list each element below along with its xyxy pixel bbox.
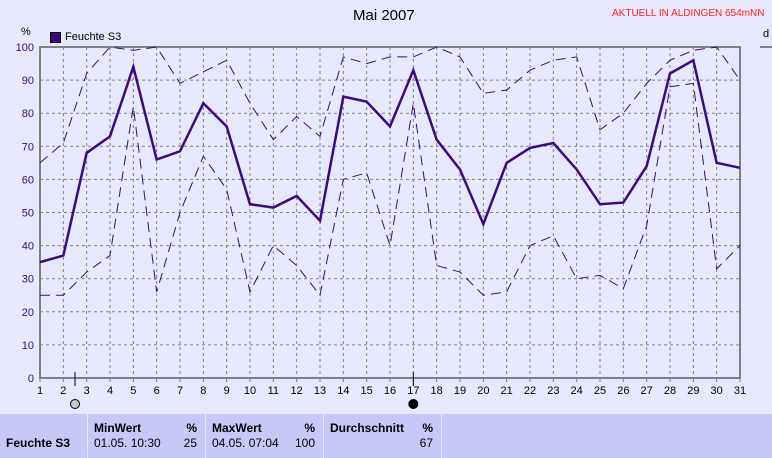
x-tick-label: 30 [711,385,723,397]
row-label-cell: Feuchte S3 [0,414,88,458]
y-tick-label: 90 [22,75,34,87]
avg-cell: Durchschnitt% 67 [324,414,442,458]
x-tick-label: 25 [594,385,606,397]
max-cell: MaxWert% 04.05. 07:04 100 [206,414,324,458]
y-tick-label: 70 [22,141,34,153]
y-tick-label: 50 [22,208,34,220]
x-tick-label: 7 [177,385,183,397]
avg-header: Durchschnitt [330,421,405,435]
y-tick-label: 40 [22,241,34,253]
chart-title: Mai 2007 [353,7,415,24]
legend-label: Feuchte S3 [65,31,122,43]
min-header: MinWert [94,421,142,435]
legend: Feuchte S3 [50,31,121,43]
new-moon-icon [70,399,80,409]
min-value: 25 [183,436,197,450]
x-tick-label: 17 [407,385,419,397]
min-time: 01.05. 10:30 [94,436,161,450]
plot-frame [39,46,741,379]
x-tick-label: 5 [130,385,136,397]
max-value: 100 [294,436,315,450]
y-tick-label: 60 [22,174,34,186]
max-time: 04.05. 07:04 [212,436,279,450]
full-moon-icon [408,399,419,409]
x-tick-label: 23 [547,385,559,397]
x-tick-label: 6 [154,385,160,397]
y-axis-unit: % [21,26,31,38]
x-tick-label: 19 [454,385,466,397]
x-tick-label: 11 [268,385,279,397]
legend-swatch [50,31,61,43]
avg-value: 67 [419,436,433,450]
stats-table: Feuchte S3 MinWert% 01.05. 10:30 25 MaxWer… [0,414,772,458]
row-label: Feuchte S3 [6,436,71,450]
x-tick-label: 22 [524,385,536,397]
y-tick-label: 30 [22,274,34,286]
x-tick-label: 16 [384,385,396,397]
x-tick-label: 4 [107,385,113,397]
x-tick-label: 28 [664,385,676,397]
x-tick-label: 21 [501,385,513,397]
y-tick-label: 20 [22,307,34,319]
y-tick-label: 0 [28,373,34,385]
avg-unit: % [422,421,433,435]
max-header: MaxWert [212,421,262,435]
max-unit: % [304,421,315,435]
x-tick-label: 26 [617,385,629,397]
x-tick-label: 15 [361,385,373,397]
min-unit: % [186,421,197,435]
x-tick-label: 13 [314,385,326,397]
right-axis-label: d [763,28,770,40]
y-tick-label: 10 [22,340,34,352]
min-cell: MinWert% 01.05. 10:30 25 [88,414,206,458]
x-tick-label: 9 [224,385,230,397]
x-tick-label: 14 [337,385,349,397]
empty-cell [442,414,772,458]
x-tick-label: 12 [291,385,303,397]
x-tick-label: 10 [244,385,256,397]
x-tick-label: 1 [37,385,43,397]
x-tick-label: 18 [431,385,443,397]
x-tick-label: 2 [60,385,66,397]
y-tick-label: 80 [22,108,34,120]
x-tick-label: 8 [200,385,206,397]
y-tick-label: 100 [16,42,34,54]
x-tick-label: 31 [734,385,746,397]
x-tick-label: 24 [571,385,583,397]
x-tick-label: 3 [84,385,90,397]
x-tick-label: 20 [477,385,489,397]
x-tick-label: 27 [641,385,653,397]
location-label: AKTUELL IN ALDINGEN 654mNN [612,8,765,19]
x-tick-label: 29 [687,385,699,397]
